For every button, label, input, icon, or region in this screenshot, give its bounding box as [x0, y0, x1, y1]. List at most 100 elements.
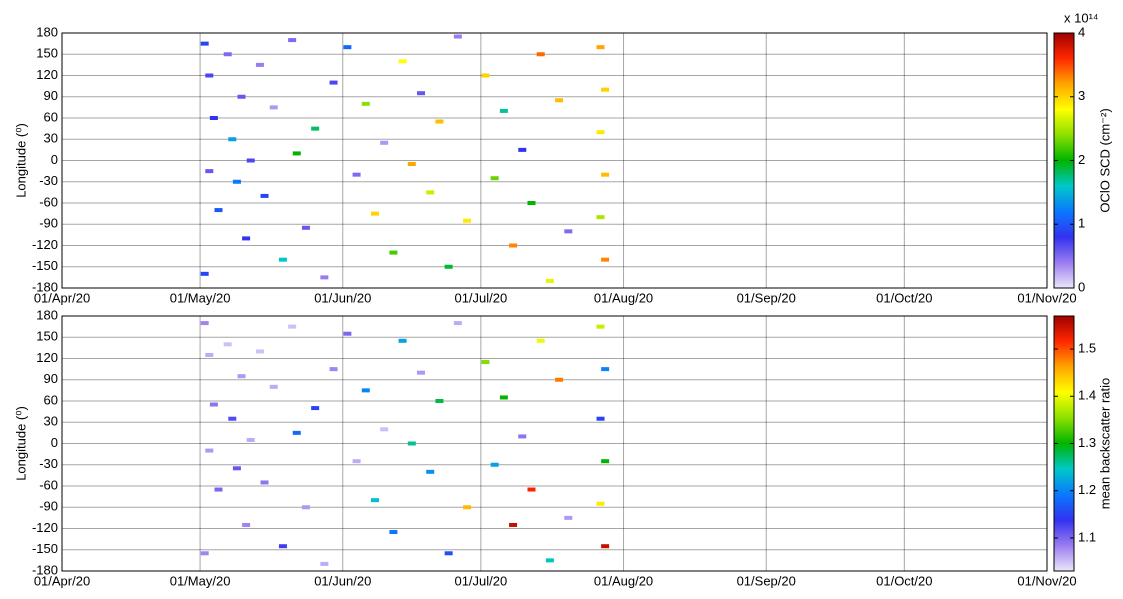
data-cell — [370, 211, 379, 216]
colorbar-tick-label: 1.5 — [1078, 340, 1096, 355]
data-cell — [269, 105, 278, 110]
data-cell — [601, 257, 610, 262]
data-cell — [417, 370, 426, 375]
data-cell — [237, 374, 246, 379]
data-cell — [278, 257, 287, 262]
y-tick-label: -120 — [32, 237, 58, 252]
x-tick-label: 01/Oct/20 — [876, 290, 932, 305]
data-cell — [237, 94, 246, 99]
data-cell — [343, 45, 352, 50]
y-tick-label: -60 — [39, 477, 58, 492]
data-cell — [343, 331, 352, 336]
data-cell — [205, 448, 214, 453]
x-tick-label: 01/Apr/20 — [34, 290, 90, 305]
x-tick-label: 01/Aug/20 — [594, 573, 653, 588]
data-cell — [564, 515, 573, 520]
data-cell — [564, 229, 573, 234]
data-cell — [518, 147, 527, 152]
data-cell — [407, 441, 416, 446]
x-tick-label: 01/Nov/20 — [1017, 573, 1076, 588]
data-cell — [601, 172, 610, 177]
data-cell — [205, 352, 214, 357]
x-tick-label: 01/Sep/20 — [737, 573, 796, 588]
data-cell — [509, 243, 518, 248]
data-cell — [329, 367, 338, 372]
data-cell — [232, 179, 241, 184]
data-cell — [389, 530, 398, 535]
y-tick-label: -90 — [39, 499, 58, 514]
data-cell — [242, 522, 251, 527]
data-cell — [223, 52, 232, 57]
data-cell — [407, 162, 416, 167]
data-cell — [361, 388, 370, 393]
data-cell — [214, 487, 223, 492]
colorbar-tick-label: 4 — [1078, 24, 1085, 39]
data-cell — [320, 561, 329, 566]
data-cell — [352, 172, 361, 177]
colorbar-label: OClO SCD (cm⁻²) — [1097, 108, 1112, 212]
y-tick-label: 120 — [36, 67, 58, 82]
x-tick-label: 01/Jun/20 — [314, 290, 371, 305]
y-tick-label: 90 — [44, 371, 58, 386]
colorbar-tick-label: 3 — [1078, 88, 1085, 103]
data-cell — [596, 130, 605, 135]
y-tick-label: 180 — [36, 307, 58, 322]
data-cell — [527, 201, 536, 205]
data-cell — [596, 501, 605, 506]
data-cell — [301, 505, 310, 510]
colorbar-tick-label: 0 — [1078, 279, 1085, 294]
colorbar-tick-label: 1 — [1078, 216, 1085, 231]
colorbar-scale: x 10¹⁴ — [1064, 10, 1099, 25]
data-cell — [518, 434, 527, 439]
x-tick-label: 01/Jun/20 — [314, 573, 371, 588]
y-tick-label: -180 — [32, 562, 58, 577]
data-cell — [527, 487, 536, 492]
data-cell — [601, 367, 610, 372]
data-cell — [389, 250, 398, 255]
data-cell — [320, 275, 329, 280]
y-axis-label: Longitude (⁰) — [13, 123, 28, 198]
data-cell — [352, 459, 361, 464]
x-tick-label: 01/Apr/20 — [34, 573, 90, 588]
data-cell — [596, 324, 605, 329]
data-cell — [301, 225, 310, 230]
y-tick-label: 60 — [44, 109, 58, 124]
data-cell — [370, 498, 379, 503]
data-cell — [453, 34, 462, 39]
data-cell — [232, 466, 241, 471]
data-cell — [545, 278, 554, 283]
x-tick-label: 01/May/20 — [170, 290, 231, 305]
data-cell — [288, 38, 297, 43]
y-tick-label: 120 — [36, 350, 58, 365]
data-cell — [435, 399, 444, 403]
data-cell — [555, 377, 564, 382]
data-cell — [380, 140, 389, 145]
y-tick-label: -30 — [39, 456, 58, 471]
y-tick-label: 0 — [51, 152, 58, 167]
data-cell — [426, 190, 435, 195]
data-cell — [260, 480, 269, 485]
data-cell — [463, 505, 472, 510]
data-cell — [205, 73, 214, 78]
data-cell — [481, 360, 490, 365]
data-cell — [398, 338, 407, 343]
data-cell — [499, 108, 508, 113]
y-axis-label: Longitude (⁰) — [13, 406, 28, 481]
x-tick-label: 01/Jul/20 — [454, 290, 507, 305]
y-tick-label: 30 — [44, 414, 58, 429]
data-cell — [398, 59, 407, 64]
y-tick-label: -150 — [32, 541, 58, 556]
data-cell — [435, 119, 444, 124]
y-tick-label: 30 — [44, 131, 58, 146]
data-cell — [329, 80, 338, 85]
data-cell — [361, 101, 370, 106]
data-cell — [255, 349, 264, 354]
data-cell — [292, 151, 301, 156]
axes-frame — [61, 315, 1048, 572]
data-cell — [463, 218, 472, 223]
data-cell — [596, 215, 605, 220]
colorbar-tick-label: 1.3 — [1078, 435, 1096, 450]
data-cell — [228, 137, 237, 142]
data-cell — [444, 551, 453, 556]
